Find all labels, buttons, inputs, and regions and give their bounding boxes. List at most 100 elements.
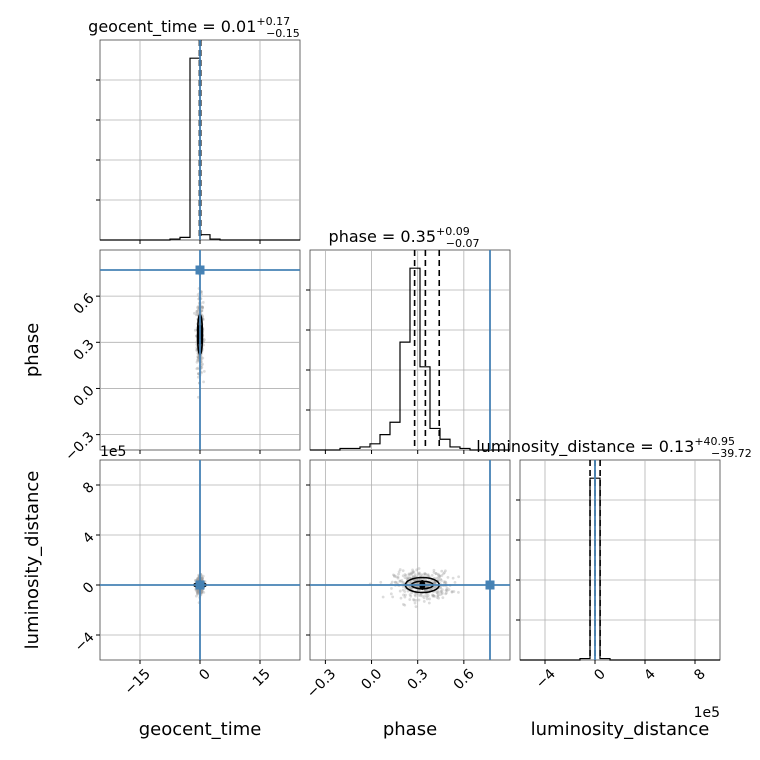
- sample-point: [428, 597, 431, 601]
- xtick-label-phase: 0.6: [451, 666, 478, 693]
- sample-point: [410, 591, 414, 595]
- sample-point: [196, 306, 199, 310]
- sample-point: [200, 589, 204, 593]
- sample-point: [196, 590, 200, 594]
- sample-point: [457, 590, 460, 594]
- sample-point: [195, 309, 199, 313]
- sample-point: [409, 572, 412, 576]
- sample-point: [407, 572, 411, 576]
- sample-point: [440, 591, 444, 594]
- sample-point: [196, 356, 200, 360]
- sample-point: [452, 590, 456, 593]
- sample-point: [414, 598, 418, 602]
- sample-point: [415, 568, 419, 572]
- sample-point: [444, 581, 448, 585]
- title-minus: −0.07: [446, 237, 480, 250]
- sample-point: [201, 356, 205, 360]
- sample-point: [413, 601, 417, 605]
- sample-point: [439, 589, 443, 593]
- sample-point: [436, 572, 440, 576]
- sample-point: [435, 596, 439, 599]
- sample-point: [408, 581, 412, 585]
- scatter-phase-vs-luminosity_distance-frame: [309, 459, 511, 661]
- sample-point: [451, 576, 455, 580]
- ylabel-luminosity-distance: luminosity_distance: [22, 471, 43, 650]
- title-minus: −0.15: [266, 27, 300, 40]
- xtick-label-geocent_time: 15: [250, 666, 274, 690]
- sample-point: [400, 580, 404, 584]
- sample-point: [423, 572, 427, 575]
- ytick-label-luminosity_distance: 8: [80, 479, 98, 497]
- sample-point: [398, 579, 402, 583]
- ytick-label-luminosity_distance: −4: [72, 629, 98, 655]
- sample-point: [195, 590, 199, 593]
- sample-point: [196, 355, 200, 359]
- sample-point: [444, 592, 448, 596]
- sample-point: [408, 580, 412, 584]
- sample-point: [396, 576, 400, 580]
- sample-point: [433, 580, 437, 584]
- sample-point: [200, 577, 204, 581]
- sample-point: [196, 592, 200, 596]
- title-phase: phase = 0.35+0.09 −0.07: [329, 225, 480, 250]
- sample-point: [409, 594, 413, 598]
- sample-point: [424, 581, 428, 585]
- sample-point: [417, 578, 421, 581]
- xtick-label-geocent_time: −15: [122, 666, 154, 698]
- sample-point: [379, 580, 383, 584]
- sample-point: [417, 589, 421, 592]
- sample-point: [437, 576, 441, 580]
- ytick-label-luminosity_distance: 0: [80, 579, 98, 597]
- sample-point: [202, 380, 205, 384]
- title-geocent_time: geocent_time = 0.01+0.17 −0.15: [88, 15, 300, 40]
- sample-point: [433, 581, 437, 584]
- sample-point: [444, 589, 448, 592]
- sample-point: [404, 574, 408, 577]
- sample-point: [398, 568, 402, 571]
- sample-point: [437, 596, 440, 600]
- sample-point: [444, 569, 447, 573]
- sample-point: [408, 593, 412, 597]
- sample-point: [195, 367, 199, 371]
- sample-point: [394, 575, 398, 579]
- sample-point: [401, 569, 405, 573]
- scatter-geocent_time-vs-luminosity_distance-truth-marker: [195, 580, 205, 590]
- sample-point: [200, 575, 204, 579]
- sample-point: [434, 572, 438, 575]
- sample-point: [193, 328, 197, 332]
- sample-point: [427, 601, 431, 605]
- sample-point: [414, 594, 417, 598]
- sample-point: [442, 572, 445, 576]
- sample-point: [440, 569, 444, 573]
- sample-point: [433, 585, 437, 589]
- sample-point: [392, 573, 395, 577]
- sample-point: [425, 595, 429, 599]
- xlabel-phase: phase: [383, 719, 437, 740]
- sample-point: [439, 577, 443, 581]
- sample-point: [414, 605, 418, 609]
- hist-phase-steps: [310, 267, 510, 451]
- sample-point: [200, 577, 204, 581]
- sample-point: [403, 603, 407, 607]
- xtick-label-phase: 0.3: [404, 666, 431, 693]
- sample-point: [439, 586, 443, 590]
- sample-point: [419, 577, 422, 581]
- sample-point: [417, 567, 421, 570]
- title-median: 0.35: [400, 227, 436, 246]
- xlabel-geocent-time: geocent_time: [139, 719, 262, 740]
- sample-point: [417, 594, 421, 597]
- sample-point: [406, 589, 410, 593]
- sample-point: [403, 595, 407, 599]
- sample-point: [423, 589, 427, 592]
- sample-point: [410, 586, 414, 590]
- title-plus: +0.09: [436, 225, 470, 238]
- sample-point: [401, 588, 405, 592]
- sample-point: [196, 375, 200, 379]
- sample-point: [408, 598, 412, 601]
- xtick-label-luminosity_distance: −4: [533, 666, 559, 692]
- sample-point: [427, 575, 431, 578]
- sample-point: [420, 573, 424, 577]
- sample-point: [408, 586, 412, 590]
- sample-point: [196, 577, 200, 581]
